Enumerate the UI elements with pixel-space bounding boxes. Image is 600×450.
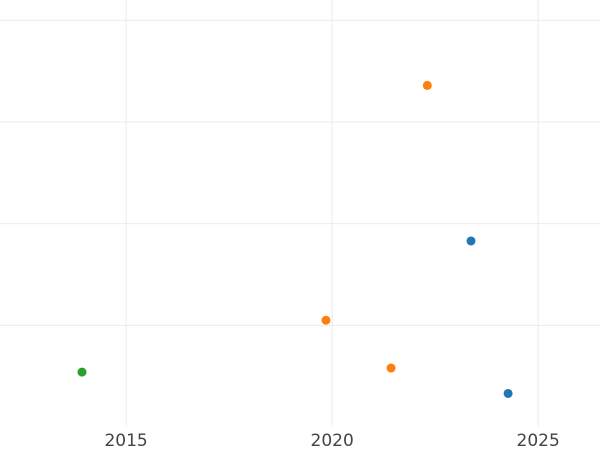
x-tick-label: 2015: [104, 431, 147, 450]
point: [503, 388, 513, 398]
x-tick-label: 2020: [311, 431, 354, 450]
point: [466, 236, 476, 246]
point: [386, 363, 396, 373]
x-tick-label: 2025: [517, 431, 560, 450]
point: [77, 367, 87, 377]
point: [321, 315, 331, 325]
point: [422, 80, 432, 90]
